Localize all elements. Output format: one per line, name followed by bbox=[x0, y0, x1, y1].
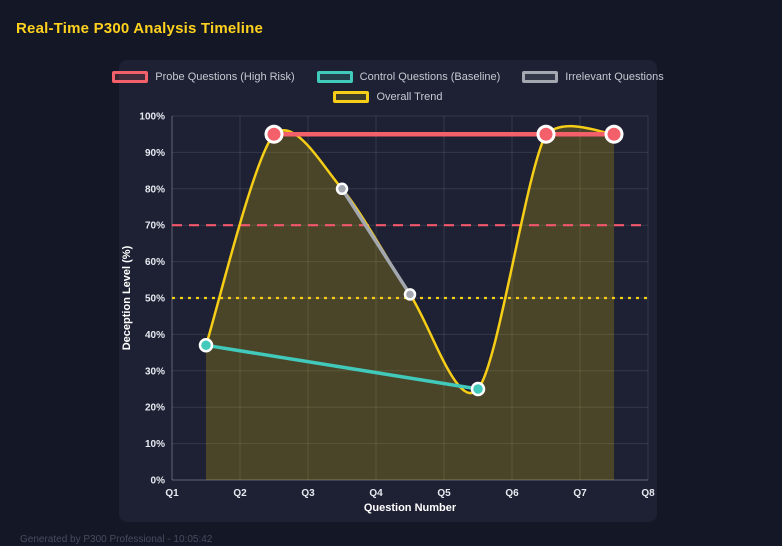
x-tick-label: Q6 bbox=[505, 488, 519, 499]
y-tick-label: 80% bbox=[145, 184, 165, 195]
legend-item-control[interactable]: Control Questions (Baseline) bbox=[316, 71, 501, 83]
y-tick-label: 90% bbox=[145, 148, 165, 159]
data-point[interactable] bbox=[335, 182, 349, 196]
y-tick-label: 60% bbox=[145, 257, 165, 268]
chart-card: Probe Questions (High Risk) Control Ques… bbox=[112, 60, 664, 522]
legend-swatch-trend bbox=[333, 91, 370, 103]
data-point[interactable] bbox=[470, 381, 486, 397]
x-tick-label: Q7 bbox=[573, 488, 587, 499]
legend-item-trend[interactable]: Overall Trend bbox=[333, 91, 443, 103]
timeline-chart[interactable]: 0% 10% 20% 30% 40% 50% 60% 70% 80% 90% 100% Q1 Q2 Q3 Q… bbox=[119, 110, 657, 516]
y-axis-title: Deception Level (%) bbox=[121, 245, 133, 350]
series-line-2 bbox=[340, 187, 412, 297]
data-point[interactable] bbox=[264, 124, 284, 144]
x-tick-label: Q3 bbox=[301, 488, 315, 499]
data-point[interactable] bbox=[403, 288, 417, 301]
axis-tick-labels: 0% 10% 20% 30% 40% 50% 60% 70% 80% 90% 100% Q1 Q2 Q3 Q… bbox=[139, 112, 655, 500]
x-tick-label: Q5 bbox=[437, 488, 451, 499]
data-point[interactable] bbox=[604, 124, 624, 144]
page-title: Real-Time P300 Analysis Timeline bbox=[16, 20, 264, 37]
x-axis-title: Question Number bbox=[364, 502, 457, 514]
data-point[interactable] bbox=[536, 124, 556, 144]
chart-legend: Probe Questions (High Risk) Control Ques… bbox=[112, 69, 664, 105]
legend-swatch-control bbox=[316, 71, 353, 83]
y-tick-label: 70% bbox=[145, 221, 165, 232]
series-line-1 bbox=[204, 343, 480, 391]
legend-item-probe[interactable]: Probe Questions (High Risk) bbox=[112, 71, 295, 83]
legend-label: Probe Questions (High Risk) bbox=[155, 71, 295, 83]
footer-note: Generated by P300 Professional - 10:05:4… bbox=[20, 534, 213, 545]
y-tick-label: 20% bbox=[145, 403, 165, 414]
y-tick-label: 0% bbox=[151, 476, 166, 487]
legend-swatch-probe bbox=[112, 71, 149, 83]
y-tick-label: 30% bbox=[145, 366, 165, 377]
y-tick-label: 100% bbox=[139, 112, 165, 123]
trend-area-fill bbox=[206, 126, 614, 480]
y-tick-label: 40% bbox=[145, 330, 165, 341]
x-tick-label: Q8 bbox=[641, 488, 655, 499]
legend-row-2: Overall Trend bbox=[333, 89, 443, 105]
x-tick-label: Q1 bbox=[165, 488, 179, 499]
data-point[interactable] bbox=[198, 338, 214, 353]
x-tick-label: Q4 bbox=[369, 488, 383, 499]
x-tick-label: Q2 bbox=[233, 488, 247, 499]
legend-swatch-irrelevant bbox=[522, 71, 559, 83]
legend-item-irrelevant[interactable]: Irrelevant Questions bbox=[522, 71, 664, 83]
y-tick-label: 50% bbox=[145, 294, 165, 305]
legend-row-1: Probe Questions (High Risk) Control Ques… bbox=[112, 69, 664, 85]
legend-label: Control Questions (Baseline) bbox=[359, 71, 501, 83]
legend-label: Overall Trend bbox=[376, 91, 443, 103]
y-tick-label: 10% bbox=[145, 439, 165, 450]
legend-label: Irrelevant Questions bbox=[565, 71, 664, 83]
